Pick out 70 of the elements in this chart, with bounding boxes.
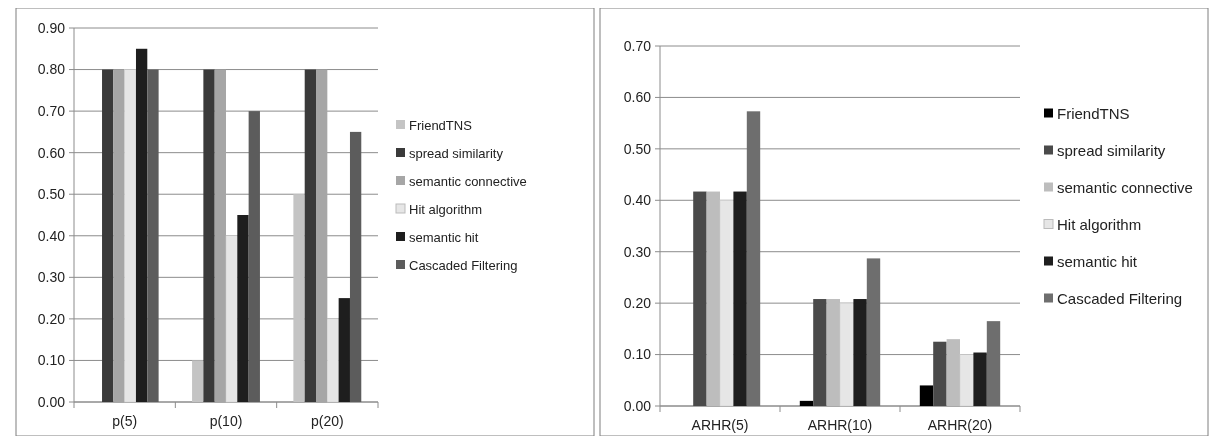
y-tick-label: 0.70 [37, 103, 66, 120]
y-tick-label: 0.40 [37, 227, 66, 244]
bar [839, 302, 854, 407]
legend-label: Cascaded Filtering [409, 257, 518, 273]
bar [237, 215, 249, 402]
y-tick-label: 0.90 [37, 19, 66, 36]
bar [293, 194, 305, 402]
bar [733, 191, 747, 406]
bar [693, 191, 707, 406]
bar [946, 339, 960, 406]
legend-label: FriendTNS [409, 117, 473, 133]
legend-label: Cascaded Filtering [1057, 289, 1183, 307]
x-tick-label: p(20) [310, 413, 344, 429]
legend-label: semantic connective [1057, 178, 1193, 196]
x-tick-label: p(10) [209, 413, 243, 429]
bar [203, 69, 215, 402]
bar [113, 69, 125, 402]
legend-label: spread similarity [1057, 141, 1166, 159]
bar [866, 258, 881, 406]
bar [349, 131, 362, 402]
y-tick-label: 0.60 [37, 144, 66, 161]
legend-label: Hit algorithm [409, 201, 482, 217]
bar [147, 69, 159, 402]
y-tick-label: 0.20 [623, 295, 652, 312]
legend-label: semantic connective [409, 173, 527, 189]
bar [933, 341, 947, 406]
y-tick-label: 0.00 [623, 397, 652, 414]
bar [102, 69, 114, 402]
y-tick-label: 0.80 [37, 61, 66, 78]
bar [973, 352, 987, 406]
bar [719, 200, 734, 407]
y-tick-label: 0.40 [623, 192, 652, 209]
bar [986, 321, 1001, 406]
bar [826, 299, 840, 406]
bar [135, 48, 148, 402]
bar [124, 69, 137, 403]
x-tick-label: ARHR(10) [807, 417, 873, 433]
legend-label: FriendTNS [1057, 104, 1130, 122]
y-tick-label: 0.10 [623, 346, 652, 363]
y-tick-label: 0.70 [623, 37, 652, 54]
bar [225, 235, 238, 403]
bar [304, 69, 317, 402]
bar [959, 354, 974, 407]
y-tick-label: 0.00 [37, 393, 66, 410]
x-tick-label: ARHR(20) [927, 417, 993, 433]
legend-label: Hit algorithm [1057, 215, 1142, 233]
bar [853, 299, 867, 406]
bar [746, 111, 761, 406]
bar [192, 360, 204, 402]
legend-label: semantic hit [1057, 252, 1138, 270]
y-tick-label: 0.30 [623, 243, 652, 260]
bar [799, 400, 814, 406]
y-tick-label: 0.60 [623, 89, 652, 106]
y-tick-label: 0.50 [37, 186, 66, 203]
bar [338, 298, 350, 402]
bar [214, 69, 226, 402]
x-tick-label: p(5) [112, 413, 138, 429]
bar [706, 191, 720, 406]
y-tick-label: 0.10 [37, 352, 66, 369]
legend-label: spread similarity [409, 145, 504, 161]
x-tick-label: ARHR(5) [691, 417, 749, 433]
bar [919, 385, 934, 406]
bar [248, 111, 260, 402]
y-tick-label: 0.20 [37, 310, 66, 327]
bar [813, 299, 827, 406]
bar [316, 69, 328, 402]
legend-label: semantic hit [409, 229, 479, 245]
y-tick-label: 0.30 [37, 269, 66, 286]
y-tick-label: 0.50 [623, 140, 652, 157]
bar [327, 318, 339, 403]
